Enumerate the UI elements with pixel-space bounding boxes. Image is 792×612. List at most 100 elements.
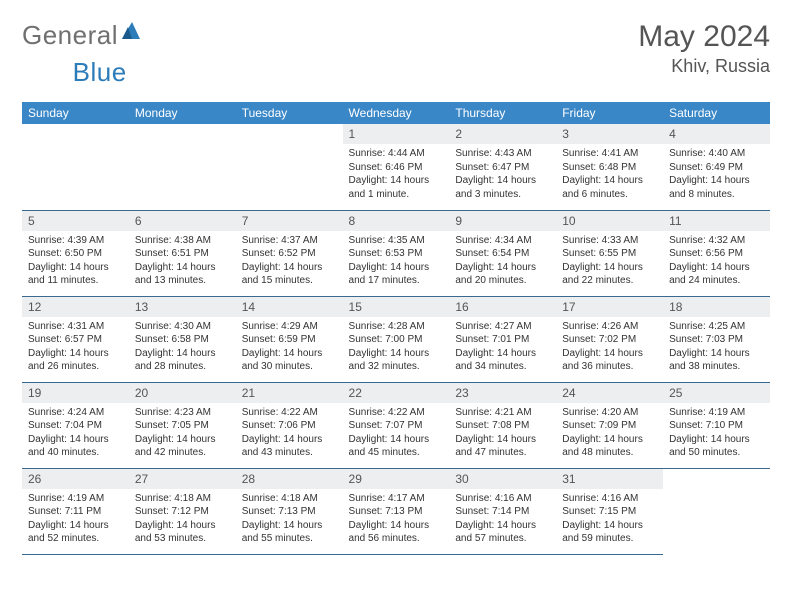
day-number: 19 <box>22 383 129 403</box>
calendar-day-cell: 25Sunrise: 4:19 AMSunset: 7:10 PMDayligh… <box>663 382 770 468</box>
day-number: 10 <box>556 211 663 231</box>
day-details: Sunrise: 4:16 AMSunset: 7:15 PMDaylight:… <box>556 489 663 550</box>
calendar-day-cell: 1Sunrise: 4:44 AMSunset: 6:46 PMDaylight… <box>343 124 450 210</box>
calendar-day-cell: 22Sunrise: 4:22 AMSunset: 7:07 PMDayligh… <box>343 382 450 468</box>
day-number: 13 <box>129 297 236 317</box>
day-details: Sunrise: 4:33 AMSunset: 6:55 PMDaylight:… <box>556 231 663 292</box>
day-number: 16 <box>449 297 556 317</box>
calendar-day-cell <box>236 124 343 210</box>
calendar-day-cell <box>22 124 129 210</box>
day-details: Sunrise: 4:26 AMSunset: 7:02 PMDaylight:… <box>556 317 663 378</box>
calendar-day-cell: 14Sunrise: 4:29 AMSunset: 6:59 PMDayligh… <box>236 296 343 382</box>
day-number <box>22 124 129 144</box>
day-number: 3 <box>556 124 663 144</box>
calendar-day-cell: 15Sunrise: 4:28 AMSunset: 7:00 PMDayligh… <box>343 296 450 382</box>
day-details <box>22 144 129 151</box>
day-details: Sunrise: 4:35 AMSunset: 6:53 PMDaylight:… <box>343 231 450 292</box>
day-details: Sunrise: 4:31 AMSunset: 6:57 PMDaylight:… <box>22 317 129 378</box>
day-number: 18 <box>663 297 770 317</box>
calendar-day-cell: 19Sunrise: 4:24 AMSunset: 7:04 PMDayligh… <box>22 382 129 468</box>
day-number: 14 <box>236 297 343 317</box>
weekday-header: Tuesday <box>236 102 343 124</box>
logo-sail-icon <box>120 19 142 41</box>
day-details <box>129 144 236 151</box>
day-details: Sunrise: 4:39 AMSunset: 6:50 PMDaylight:… <box>22 231 129 292</box>
day-number: 9 <box>449 211 556 231</box>
day-details <box>236 144 343 151</box>
day-details: Sunrise: 4:22 AMSunset: 7:07 PMDaylight:… <box>343 403 450 464</box>
day-number: 23 <box>449 383 556 403</box>
calendar-day-cell: 8Sunrise: 4:35 AMSunset: 6:53 PMDaylight… <box>343 210 450 296</box>
weekday-header: Friday <box>556 102 663 124</box>
calendar-day-cell <box>129 124 236 210</box>
day-number <box>129 124 236 144</box>
month-title: May 2024 <box>638 20 770 54</box>
calendar-day-cell <box>663 468 770 554</box>
calendar-day-cell: 10Sunrise: 4:33 AMSunset: 6:55 PMDayligh… <box>556 210 663 296</box>
day-number: 1 <box>343 124 450 144</box>
calendar-week-row: 19Sunrise: 4:24 AMSunset: 7:04 PMDayligh… <box>22 382 770 468</box>
calendar-day-cell: 12Sunrise: 4:31 AMSunset: 6:57 PMDayligh… <box>22 296 129 382</box>
day-number: 25 <box>663 383 770 403</box>
logo: General <box>22 20 142 51</box>
day-details: Sunrise: 4:40 AMSunset: 6:49 PMDaylight:… <box>663 144 770 205</box>
calendar-day-cell: 20Sunrise: 4:23 AMSunset: 7:05 PMDayligh… <box>129 382 236 468</box>
day-details: Sunrise: 4:20 AMSunset: 7:09 PMDaylight:… <box>556 403 663 464</box>
day-details: Sunrise: 4:25 AMSunset: 7:03 PMDaylight:… <box>663 317 770 378</box>
day-details: Sunrise: 4:29 AMSunset: 6:59 PMDaylight:… <box>236 317 343 378</box>
weekday-header-row: SundayMondayTuesdayWednesdayThursdayFrid… <box>22 102 770 124</box>
calendar-day-cell: 16Sunrise: 4:27 AMSunset: 7:01 PMDayligh… <box>449 296 556 382</box>
day-number: 5 <box>22 211 129 231</box>
day-details: Sunrise: 4:28 AMSunset: 7:00 PMDaylight:… <box>343 317 450 378</box>
calendar-week-row: 1Sunrise: 4:44 AMSunset: 6:46 PMDaylight… <box>22 124 770 210</box>
day-number: 27 <box>129 469 236 489</box>
weekday-header: Monday <box>129 102 236 124</box>
day-number: 4 <box>663 124 770 144</box>
day-details: Sunrise: 4:34 AMSunset: 6:54 PMDaylight:… <box>449 231 556 292</box>
calendar-day-cell: 27Sunrise: 4:18 AMSunset: 7:12 PMDayligh… <box>129 468 236 554</box>
weekday-header: Sunday <box>22 102 129 124</box>
day-number: 22 <box>343 383 450 403</box>
day-details: Sunrise: 4:38 AMSunset: 6:51 PMDaylight:… <box>129 231 236 292</box>
day-details: Sunrise: 4:17 AMSunset: 7:13 PMDaylight:… <box>343 489 450 550</box>
calendar-day-cell: 5Sunrise: 4:39 AMSunset: 6:50 PMDaylight… <box>22 210 129 296</box>
day-details: Sunrise: 4:41 AMSunset: 6:48 PMDaylight:… <box>556 144 663 205</box>
calendar-day-cell: 29Sunrise: 4:17 AMSunset: 7:13 PMDayligh… <box>343 468 450 554</box>
calendar-day-cell: 30Sunrise: 4:16 AMSunset: 7:14 PMDayligh… <box>449 468 556 554</box>
day-details: Sunrise: 4:30 AMSunset: 6:58 PMDaylight:… <box>129 317 236 378</box>
day-details: Sunrise: 4:22 AMSunset: 7:06 PMDaylight:… <box>236 403 343 464</box>
calendar-day-cell: 18Sunrise: 4:25 AMSunset: 7:03 PMDayligh… <box>663 296 770 382</box>
day-number <box>236 124 343 144</box>
day-number: 17 <box>556 297 663 317</box>
weekday-header: Wednesday <box>343 102 450 124</box>
day-number: 29 <box>343 469 450 489</box>
title-block: May 2024 Khiv, Russia <box>638 20 770 77</box>
day-details: Sunrise: 4:32 AMSunset: 6:56 PMDaylight:… <box>663 231 770 292</box>
day-number: 12 <box>22 297 129 317</box>
day-number: 2 <box>449 124 556 144</box>
location: Khiv, Russia <box>638 56 770 77</box>
calendar-day-cell: 21Sunrise: 4:22 AMSunset: 7:06 PMDayligh… <box>236 382 343 468</box>
day-number: 20 <box>129 383 236 403</box>
calendar-day-cell: 31Sunrise: 4:16 AMSunset: 7:15 PMDayligh… <box>556 468 663 554</box>
calendar-week-row: 26Sunrise: 4:19 AMSunset: 7:11 PMDayligh… <box>22 468 770 554</box>
day-details <box>663 489 770 496</box>
calendar-day-cell: 4Sunrise: 4:40 AMSunset: 6:49 PMDaylight… <box>663 124 770 210</box>
day-details: Sunrise: 4:23 AMSunset: 7:05 PMDaylight:… <box>129 403 236 464</box>
day-number: 7 <box>236 211 343 231</box>
day-details: Sunrise: 4:19 AMSunset: 7:11 PMDaylight:… <box>22 489 129 550</box>
day-number: 8 <box>343 211 450 231</box>
weekday-header: Saturday <box>663 102 770 124</box>
day-number: 6 <box>129 211 236 231</box>
calendar-day-cell: 28Sunrise: 4:18 AMSunset: 7:13 PMDayligh… <box>236 468 343 554</box>
day-number: 30 <box>449 469 556 489</box>
logo-text-2: Blue <box>73 57 127 88</box>
day-number: 11 <box>663 211 770 231</box>
day-number: 24 <box>556 383 663 403</box>
calendar-week-row: 5Sunrise: 4:39 AMSunset: 6:50 PMDaylight… <box>22 210 770 296</box>
calendar-day-cell: 23Sunrise: 4:21 AMSunset: 7:08 PMDayligh… <box>449 382 556 468</box>
day-details: Sunrise: 4:18 AMSunset: 7:12 PMDaylight:… <box>129 489 236 550</box>
calendar-week-row: 12Sunrise: 4:31 AMSunset: 6:57 PMDayligh… <box>22 296 770 382</box>
day-details: Sunrise: 4:19 AMSunset: 7:10 PMDaylight:… <box>663 403 770 464</box>
day-number: 15 <box>343 297 450 317</box>
